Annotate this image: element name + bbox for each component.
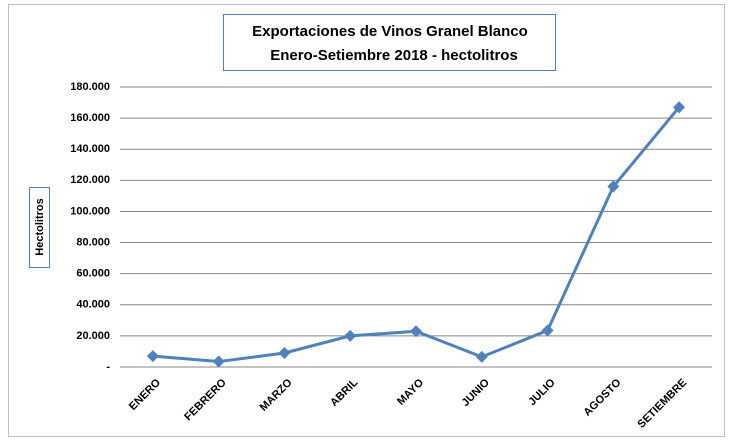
title-box [223, 14, 556, 71]
marker [146, 350, 159, 363]
y-tick-label: 40.000 [76, 299, 110, 311]
marker [607, 180, 620, 193]
marker [410, 325, 422, 338]
y-tick-label: 140.000 [70, 143, 110, 155]
marker [278, 347, 291, 359]
marker [344, 329, 357, 342]
chart-border [8, 4, 725, 437]
y-tick-label: - [106, 361, 110, 373]
y-tick-label: 180.000 [70, 81, 110, 93]
marker [673, 101, 686, 114]
y-tick-label: 80.000 [76, 236, 110, 248]
y-axis-label: Hectolitros [34, 198, 46, 255]
marker [212, 355, 225, 368]
marker [475, 350, 488, 363]
y-tick-label: 160.000 [70, 112, 110, 124]
y-label-box [29, 187, 50, 268]
y-tick-label: 20.000 [76, 330, 110, 342]
y-tick-label: 100.000 [70, 205, 110, 217]
chart-title: Exportaciones de Vinos Granel Blanco [252, 23, 528, 40]
chart-title: Enero-Setiembre 2018 - hectolitros [270, 47, 518, 64]
marker [541, 324, 554, 337]
y-tick-label: 60.000 [76, 268, 110, 280]
y-tick-label: 120.000 [70, 174, 110, 186]
